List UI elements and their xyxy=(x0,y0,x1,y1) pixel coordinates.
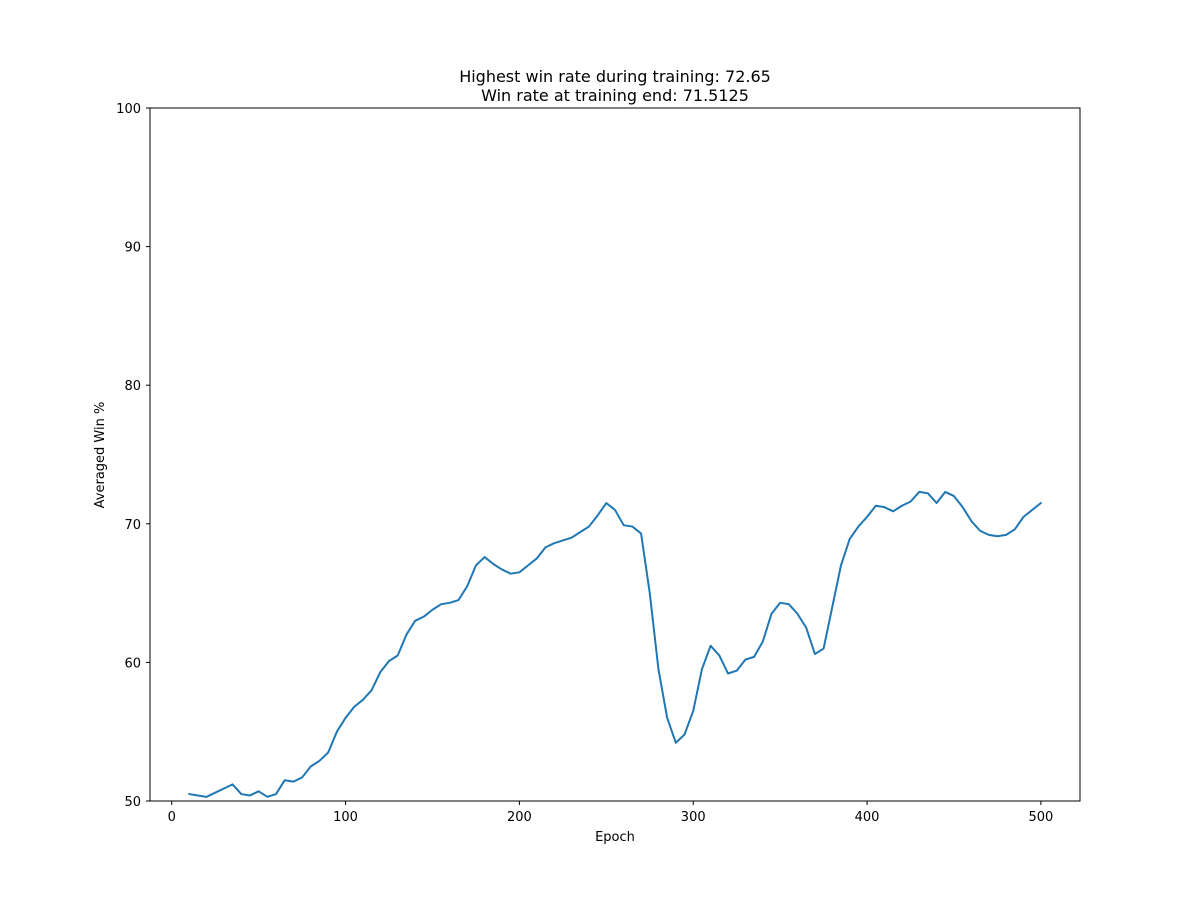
x-tick-label: 200 xyxy=(507,810,532,825)
plot-area-frame xyxy=(149,107,1081,802)
y-axis-ticks: 50 60 70 80 90 100 xyxy=(116,102,150,810)
y-tick-label: 80 xyxy=(124,379,141,394)
win-rate-line xyxy=(188,490,1042,798)
x-axis-label: Epoch xyxy=(595,830,635,845)
y-tick-label: 100 xyxy=(116,102,141,117)
y-tick-label: 50 xyxy=(124,795,141,810)
x-tick-label: 300 xyxy=(681,810,706,825)
chart-subtitle: Win rate at training end: 71.5125 xyxy=(481,86,749,105)
x-tick-label: 100 xyxy=(333,810,358,825)
y-tick-label: 70 xyxy=(124,518,141,533)
y-tick-label: 60 xyxy=(124,656,141,671)
x-tick-label: 400 xyxy=(855,810,880,825)
x-tick-label: 0 xyxy=(168,810,176,825)
y-tick-label: 90 xyxy=(124,241,141,256)
series-layer xyxy=(188,490,1042,798)
chart-title: Highest win rate during training: 72.65 xyxy=(459,67,771,86)
y-axis-label: Averaged Win % xyxy=(93,402,108,509)
x-tick-label: 500 xyxy=(1028,810,1053,825)
x-axis-ticks: 0 100 200 300 400 500 xyxy=(168,801,1053,825)
